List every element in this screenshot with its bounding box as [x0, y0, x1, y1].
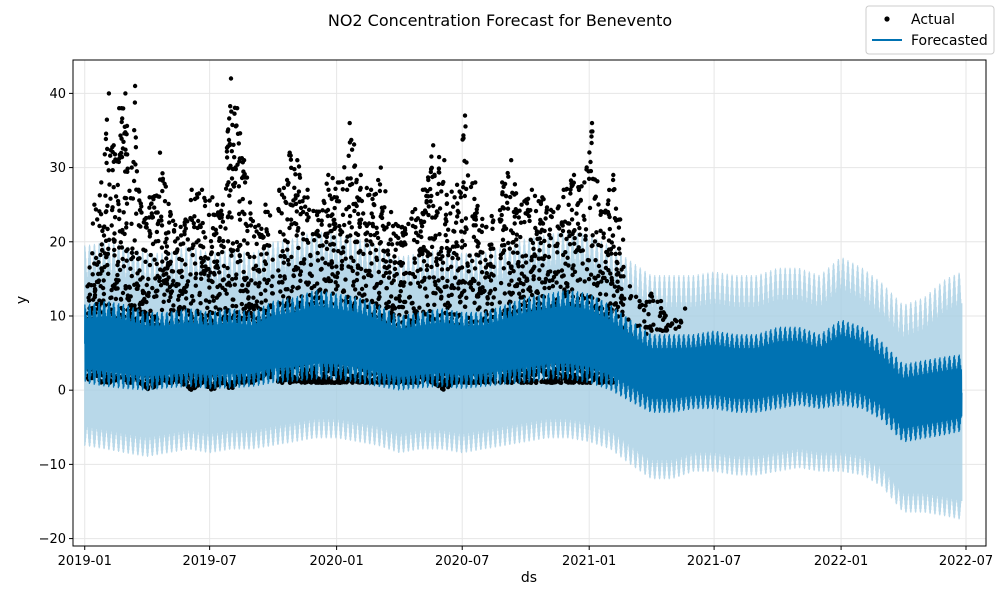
x-axis-title: ds	[521, 570, 537, 586]
forecast-line	[84, 289, 963, 443]
x-tick-label: 2020-01	[309, 554, 363, 569]
actual-points-path	[85, 76, 688, 392]
plot-frame	[72, 59, 987, 547]
y-axis-title: y	[14, 296, 30, 304]
legend: Actual Forecasted	[865, 5, 995, 55]
y-tick-label: 0	[58, 384, 66, 399]
legend-label-forecast: Forecasted	[911, 33, 988, 49]
x-tick-label: 2019-07	[182, 554, 236, 569]
y-tick-label: 20	[49, 235, 66, 250]
x-tick-label: 2022-07	[939, 554, 993, 569]
actual-points	[85, 76, 688, 392]
x-tick-label: 2020-07	[435, 554, 489, 569]
x-tick-label: 2022-01	[814, 554, 868, 569]
y-tick-label: −20	[39, 532, 66, 547]
x-tick-label: 2021-01	[562, 554, 616, 569]
y-tick-label: 30	[49, 161, 66, 176]
y-tick-label: −10	[39, 458, 66, 473]
legend-box	[865, 5, 995, 55]
legend-marker-actual	[884, 16, 890, 22]
forecast-line-path	[84, 289, 963, 443]
y-tick-label: 40	[49, 87, 66, 102]
x-tick-label: 2021-07	[687, 554, 741, 569]
legend-label-actual: Actual	[911, 12, 955, 28]
y-tick-label: 10	[49, 309, 66, 324]
chart-title: NO2 Concentration Forecast for Benevento	[328, 11, 672, 30]
axes: 2019-01 2019-07 2020-01 2020-07 2021-01 2021-…	[39, 87, 994, 569]
x-tick-label: 2019-01	[58, 554, 112, 569]
